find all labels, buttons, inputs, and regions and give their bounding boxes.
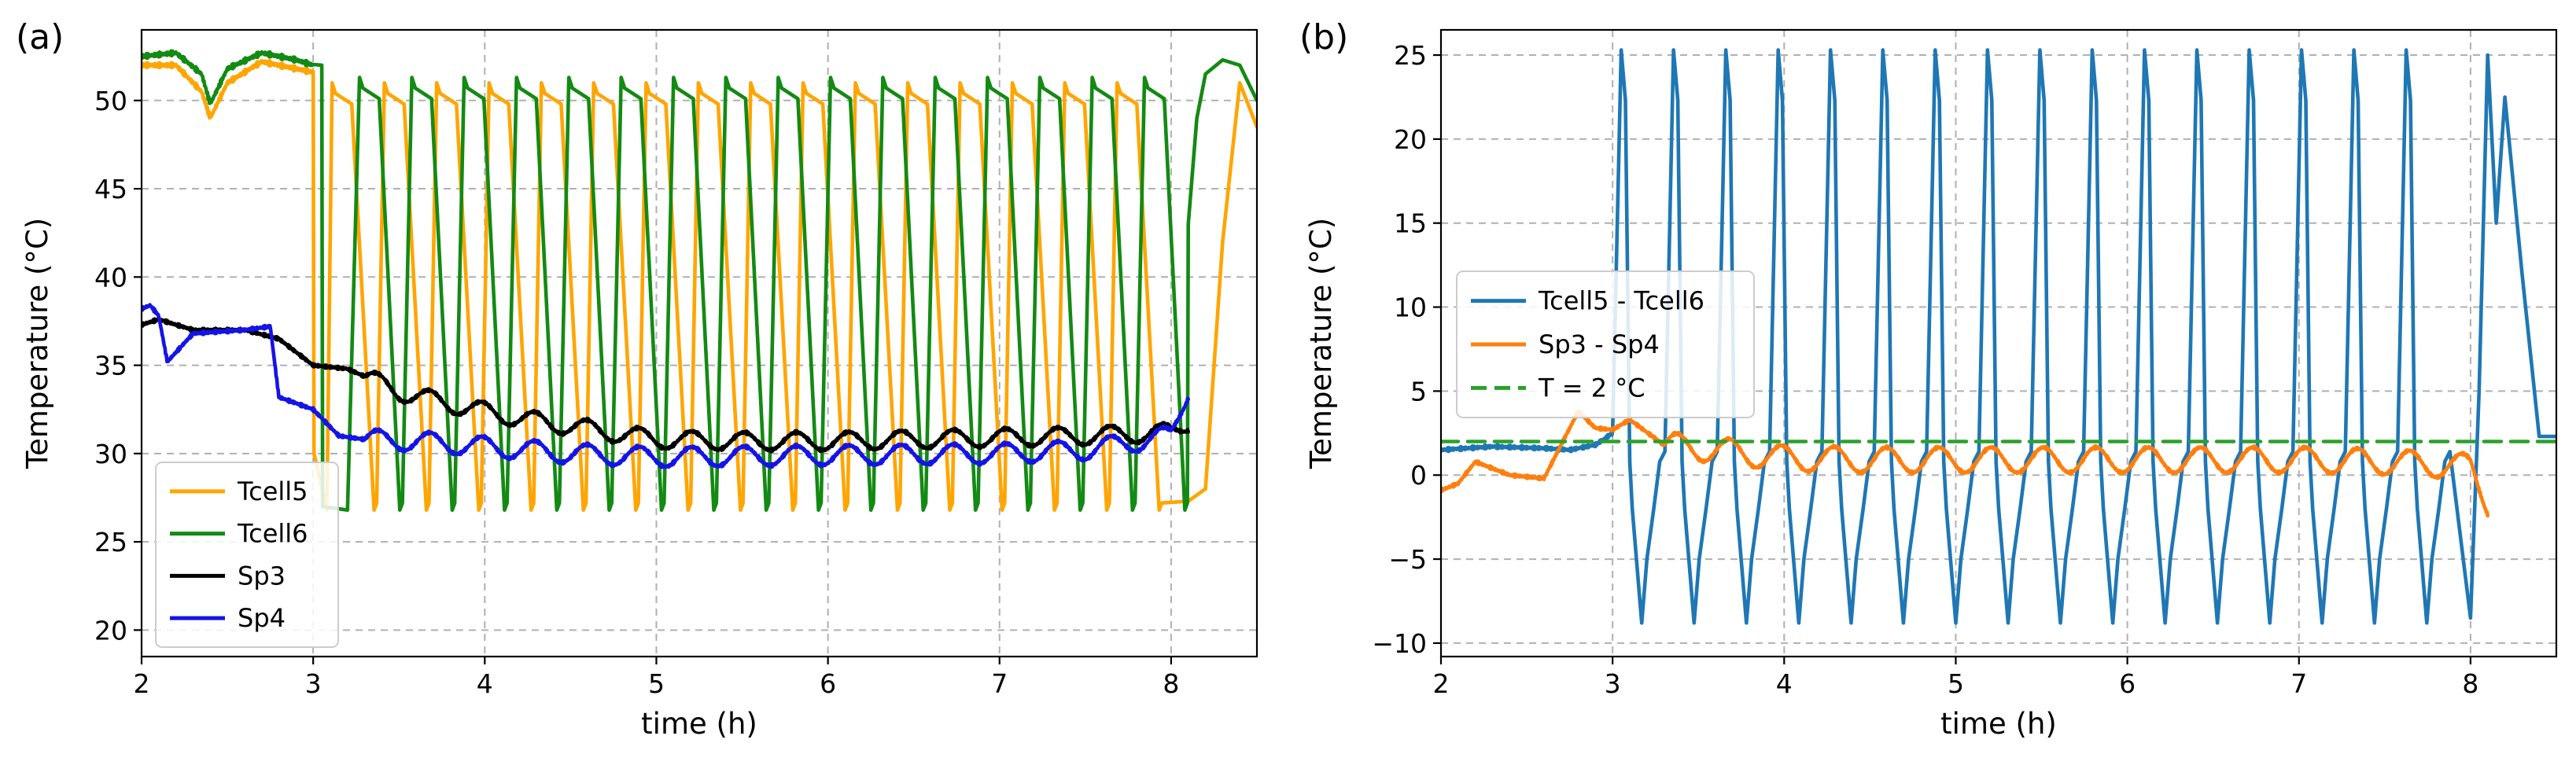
- x-axis-label: time (h): [641, 707, 757, 741]
- x-tick-label: 2: [1433, 668, 1450, 699]
- series-line-tcell5: [142, 58, 1257, 512]
- x-tick-label: 3: [305, 668, 322, 699]
- x-tick-label: 8: [2462, 668, 2478, 699]
- y-tick-label: 30: [94, 439, 127, 469]
- x-axis-label: time (h): [1940, 707, 2057, 741]
- x-tick-label: 7: [991, 668, 1008, 699]
- legend-label-tcell5-tcell6: Tcell5 - Tcell6: [1538, 286, 1704, 316]
- y-axis-label: Temperature (°C): [20, 218, 54, 469]
- x-tick-label: 5: [1948, 668, 1964, 699]
- legend-box: [1456, 270, 1755, 418]
- plot-frame: [1439, 28, 2558, 658]
- y-tick-label: 35: [94, 351, 127, 381]
- x-tick-label: 2: [134, 668, 150, 699]
- series-line-sp4: [142, 303, 1190, 469]
- legend-label-sp3: Sp3: [238, 561, 286, 591]
- y-tick-label: 40: [94, 262, 127, 293]
- y-tick-label: 10: [1394, 293, 1427, 323]
- y-tick-label: 15: [1394, 208, 1427, 239]
- y-tick-label: 20: [94, 615, 127, 646]
- legend-label-sp3-sp4: Sp3 - Sp4: [1539, 329, 1660, 359]
- legend-label-tcell5: Tcell5: [237, 476, 308, 506]
- x-tick-label: 4: [477, 668, 493, 699]
- y-tick-label: −10: [1372, 628, 1427, 659]
- series-line-sp3-sp4: [1441, 410, 2489, 518]
- legend-box: [155, 462, 339, 648]
- x-tick-label: 6: [820, 668, 836, 699]
- y-tick-label: −5: [1388, 544, 1427, 575]
- legend-label-tcell6: Tcell6: [237, 519, 308, 549]
- legend: Tcell5 Tcell6 Sp3 Sp4: [155, 462, 339, 648]
- x-tick-label: 4: [1776, 668, 1793, 699]
- y-tick-label: 45: [94, 174, 127, 204]
- y-tick-label: 20: [1394, 124, 1427, 155]
- series-line-sp3: [142, 317, 1190, 454]
- x-tick-label: 8: [1163, 668, 1179, 699]
- plot-frame: [140, 28, 1259, 658]
- panel-label: (b): [1299, 17, 1348, 57]
- x-tick-label: 5: [648, 668, 665, 699]
- series-line-tcell5-tcell6: [1441, 48, 2556, 625]
- y-tick-label: 50: [94, 86, 127, 116]
- y-tick-label: 25: [1394, 40, 1427, 71]
- series-line-tcell6: [142, 49, 1257, 512]
- legend-label-t-2-c: T = 2 °C: [1538, 373, 1645, 403]
- x-tick-label: 7: [2290, 668, 2307, 699]
- chart-panel-b: 2 3 4 5 6 7 8 −10 −5 0 5 10 15 20 25 time (h) Temperatur…: [1299, 17, 2558, 741]
- y-axis-label: Temperature (°C): [1304, 218, 1338, 469]
- y-tick-label: 5: [1410, 376, 1427, 407]
- legend-label-sp4: Sp4: [238, 603, 286, 633]
- panel-label: (a): [16, 17, 64, 57]
- y-tick-label: 25: [94, 527, 127, 557]
- x-tick-label: 3: [1605, 668, 1621, 699]
- x-tick-label: 6: [2119, 668, 2136, 699]
- y-tick-label: 0: [1410, 460, 1427, 491]
- legend: Tcell5 - Tcell6 Sp3 - Sp4 T = 2 °C: [1456, 270, 1755, 418]
